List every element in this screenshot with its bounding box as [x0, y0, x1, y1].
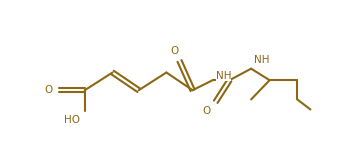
Text: NH: NH: [254, 55, 270, 65]
Text: O: O: [170, 46, 178, 55]
Text: O: O: [202, 106, 210, 116]
Text: NH: NH: [216, 71, 231, 81]
Text: O: O: [44, 85, 52, 95]
Text: HO: HO: [64, 115, 80, 125]
